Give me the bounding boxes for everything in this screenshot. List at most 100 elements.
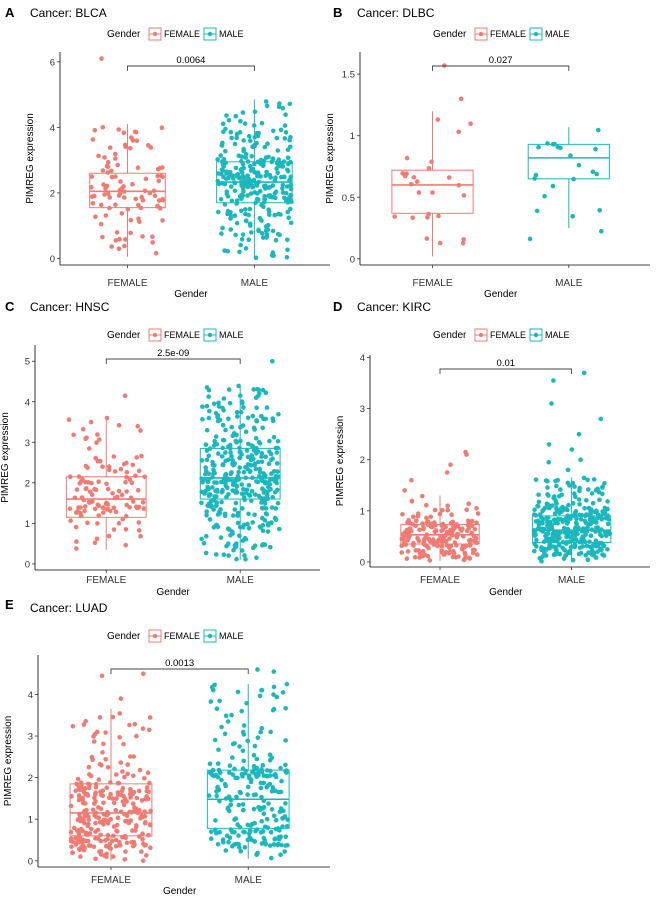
data-point <box>121 741 126 747</box>
data-point <box>145 770 151 775</box>
data-point <box>232 480 238 486</box>
data-point <box>420 548 426 554</box>
data-point <box>410 522 416 527</box>
data-point <box>554 529 559 534</box>
data-point <box>578 516 584 522</box>
data-point <box>559 492 564 498</box>
data-point <box>103 213 109 218</box>
data-point <box>237 744 242 749</box>
data-point <box>250 770 255 775</box>
data-point <box>227 169 233 175</box>
data-point <box>246 773 252 779</box>
data-point <box>459 546 465 552</box>
data-point <box>249 498 254 504</box>
data-point <box>68 803 74 809</box>
data-point <box>134 733 139 739</box>
significance-bracket: 0.0013 <box>110 658 249 674</box>
data-point <box>450 519 456 525</box>
data-point <box>246 511 251 517</box>
data-point <box>226 492 231 497</box>
data-point <box>72 495 78 501</box>
data-point <box>104 854 109 860</box>
data-point <box>447 536 452 541</box>
data-point <box>573 494 578 500</box>
data-point <box>254 451 259 456</box>
data-point <box>94 814 99 820</box>
data-point <box>282 174 287 180</box>
data-point <box>259 726 265 731</box>
data-point <box>216 747 221 753</box>
data-point <box>148 822 153 828</box>
data-point <box>130 462 136 468</box>
data-point <box>73 842 79 847</box>
data-point <box>549 526 555 531</box>
data-point <box>239 452 244 457</box>
data-point <box>83 486 89 492</box>
data-point <box>135 487 141 493</box>
data-point <box>284 770 289 775</box>
data-point <box>255 735 261 740</box>
data-point <box>87 446 92 451</box>
data-point <box>222 248 227 253</box>
data-point <box>260 505 266 511</box>
significance-bracket: 0.027 <box>432 55 570 71</box>
data-point <box>283 706 289 711</box>
data-point <box>569 447 575 452</box>
data-point <box>533 513 539 518</box>
data-point <box>285 817 290 822</box>
data-point <box>204 448 210 453</box>
data-point <box>402 488 408 493</box>
data-point <box>223 176 229 182</box>
data-point <box>255 174 260 179</box>
data-point <box>242 553 247 558</box>
data-point <box>259 231 265 236</box>
data-point <box>105 486 111 492</box>
data-point <box>260 528 266 533</box>
data-point <box>81 722 87 727</box>
data-point <box>220 422 226 428</box>
y-tick-label: 3 <box>25 438 30 449</box>
data-point <box>208 836 214 841</box>
data-point <box>111 454 117 459</box>
data-point <box>234 135 239 141</box>
data-point <box>255 191 260 196</box>
data-point <box>134 455 139 460</box>
y-tick-label: 2 <box>28 773 33 784</box>
data-point <box>134 795 140 801</box>
data-point <box>129 480 135 486</box>
data-point <box>235 775 240 781</box>
series-female <box>65 393 147 551</box>
data-point <box>261 158 267 163</box>
chart-title: Cancer: KIRC <box>357 300 431 314</box>
data-point <box>275 826 281 831</box>
data-point <box>247 206 253 212</box>
data-point <box>261 811 267 816</box>
data-point <box>246 133 252 139</box>
data-point <box>227 770 232 775</box>
data-point <box>269 476 275 482</box>
data-point <box>235 689 241 695</box>
data-point <box>415 513 421 519</box>
data-point <box>600 485 605 490</box>
data-point <box>135 165 141 170</box>
data-point <box>116 246 122 251</box>
data-point <box>108 846 113 851</box>
data-point <box>109 174 115 180</box>
data-point <box>273 238 279 243</box>
legend-key-female: FEMALE <box>148 629 200 643</box>
data-point <box>461 193 467 198</box>
data-point <box>261 780 267 786</box>
data-point <box>553 497 558 503</box>
data-point <box>275 500 281 506</box>
data-point <box>259 202 264 208</box>
data-point <box>555 520 560 526</box>
data-point <box>96 479 101 485</box>
data-point <box>214 789 219 794</box>
data-point <box>150 234 155 239</box>
data-point <box>466 501 472 507</box>
data-point <box>588 521 593 527</box>
data-point <box>232 188 238 194</box>
data-point <box>237 533 242 539</box>
data-point <box>237 465 242 470</box>
legend: Gender FEMALE MALE <box>433 27 570 41</box>
